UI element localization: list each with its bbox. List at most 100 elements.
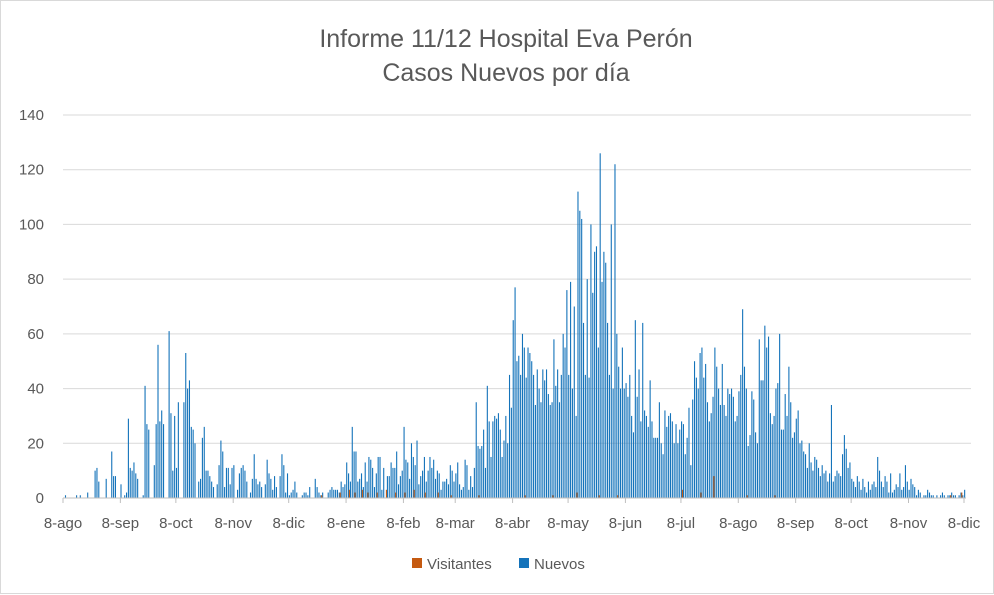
- bar-nuevos: [249, 492, 252, 498]
- bar-nuevos: [775, 388, 777, 498]
- bar-nuevos: [259, 481, 261, 498]
- bar-nuevos: [664, 410, 666, 498]
- bar-nuevos: [542, 369, 544, 498]
- bar-nuevos: [436, 470, 438, 498]
- bar-nuevos: [503, 440, 505, 498]
- bar-nuevos: [403, 426, 405, 498]
- bar-visitantes: [424, 492, 426, 498]
- bar-nuevos: [829, 473, 831, 498]
- bar-nuevos: [87, 492, 89, 498]
- bar-nuevos: [666, 426, 668, 498]
- bar-nuevos: [869, 489, 871, 498]
- bar-nuevos: [851, 478, 853, 498]
- bar-nuevos: [745, 388, 747, 498]
- x-tick-label: 8-jun: [609, 515, 642, 532]
- bar-nuevos: [662, 454, 664, 498]
- bar-nuevos: [468, 489, 470, 498]
- bar-nuevos: [919, 492, 921, 498]
- bar-nuevos: [442, 481, 444, 498]
- bar-nuevos: [684, 454, 686, 498]
- bar-nuevos: [631, 415, 633, 498]
- gridlines: [63, 114, 971, 444]
- bar-nuevos: [940, 495, 942, 498]
- bar-nuevos: [758, 339, 760, 498]
- bar-nuevos: [693, 361, 696, 498]
- bar-nuevos: [710, 413, 712, 498]
- bar-nuevos: [346, 462, 348, 498]
- bar-nuevos: [792, 437, 794, 498]
- bar-nuevos: [481, 446, 483, 498]
- bar-nuevos: [804, 454, 807, 498]
- bar-nuevos: [862, 478, 864, 498]
- bar-nuevos: [187, 388, 189, 498]
- bar-nuevos: [446, 478, 448, 498]
- bar-nuevos: [797, 410, 799, 498]
- bar-nuevos: [507, 443, 509, 498]
- bar-nuevos: [388, 476, 390, 498]
- bar-nuevos: [849, 462, 851, 498]
- bar-nuevos: [747, 446, 749, 498]
- bar-nuevos: [767, 336, 770, 498]
- bar-nuevos: [364, 462, 366, 498]
- chart-subtitle: Casos Nuevos por día: [382, 59, 629, 87]
- bar-nuevos: [471, 487, 474, 498]
- bar-nuevos: [460, 489, 462, 498]
- bar-nuevos: [897, 487, 899, 498]
- bar-nuevos: [459, 484, 461, 498]
- bar-nuevos: [638, 369, 640, 498]
- bar-nuevos: [155, 424, 157, 498]
- bar-nuevos: [627, 396, 629, 498]
- x-tick-label: 8-dic: [272, 515, 305, 532]
- bar-nuevos: [817, 467, 820, 498]
- bar-nuevos: [131, 470, 133, 498]
- bar-visitantes: [961, 492, 963, 498]
- bar-nuevos: [105, 478, 107, 498]
- bar-nuevos: [642, 322, 644, 498]
- bar-nuevos: [682, 424, 684, 498]
- bar-nuevos: [159, 421, 161, 498]
- bar-nuevos: [786, 415, 788, 498]
- bar-nuevos: [340, 481, 342, 498]
- bar-nuevos: [296, 492, 298, 498]
- bar-nuevos: [194, 443, 196, 498]
- bar-nuevos: [960, 492, 962, 498]
- bar-nuevos: [951, 492, 953, 498]
- bar-nuevos: [582, 322, 585, 498]
- bar-nuevos: [440, 489, 442, 498]
- bar-nuevos: [329, 489, 331, 498]
- bar-nuevos: [551, 402, 553, 498]
- bar-nuevos: [566, 290, 568, 498]
- bar-nuevos: [952, 495, 955, 498]
- bar-nuevos: [686, 437, 688, 498]
- bar-nuevos: [906, 481, 908, 498]
- bar-nuevos: [699, 353, 701, 498]
- bar-nuevos: [527, 347, 529, 498]
- bar-nuevos: [780, 429, 783, 498]
- bar-nuevos: [904, 465, 906, 498]
- bar-nuevos: [479, 448, 481, 498]
- bar-nuevos: [342, 487, 344, 498]
- bar-nuevos: [832, 481, 834, 498]
- bar-nuevos: [129, 467, 131, 498]
- bar-nuevos: [701, 347, 703, 498]
- bar-nuevos: [841, 454, 844, 498]
- bar-nuevos: [568, 374, 570, 498]
- bar-nuevos: [723, 404, 725, 498]
- bar-nuevos: [177, 402, 179, 498]
- bar-nuevos: [425, 481, 427, 498]
- bar-nuevos: [612, 388, 614, 498]
- bar-nuevos: [853, 481, 855, 498]
- y-tick-label: 20: [27, 435, 44, 452]
- bar-nuevos: [570, 281, 572, 498]
- bar-nuevos: [142, 495, 144, 498]
- bar-nuevos: [399, 476, 401, 498]
- bar-visitantes: [552, 495, 554, 498]
- bar-nuevos: [668, 415, 670, 498]
- bar-nuevos: [958, 495, 960, 498]
- bar-visitantes: [395, 492, 397, 498]
- bar-nuevos: [840, 476, 842, 498]
- bar-nuevos: [453, 481, 455, 498]
- bar-nuevos: [434, 478, 437, 498]
- bar-nuevos: [318, 492, 320, 498]
